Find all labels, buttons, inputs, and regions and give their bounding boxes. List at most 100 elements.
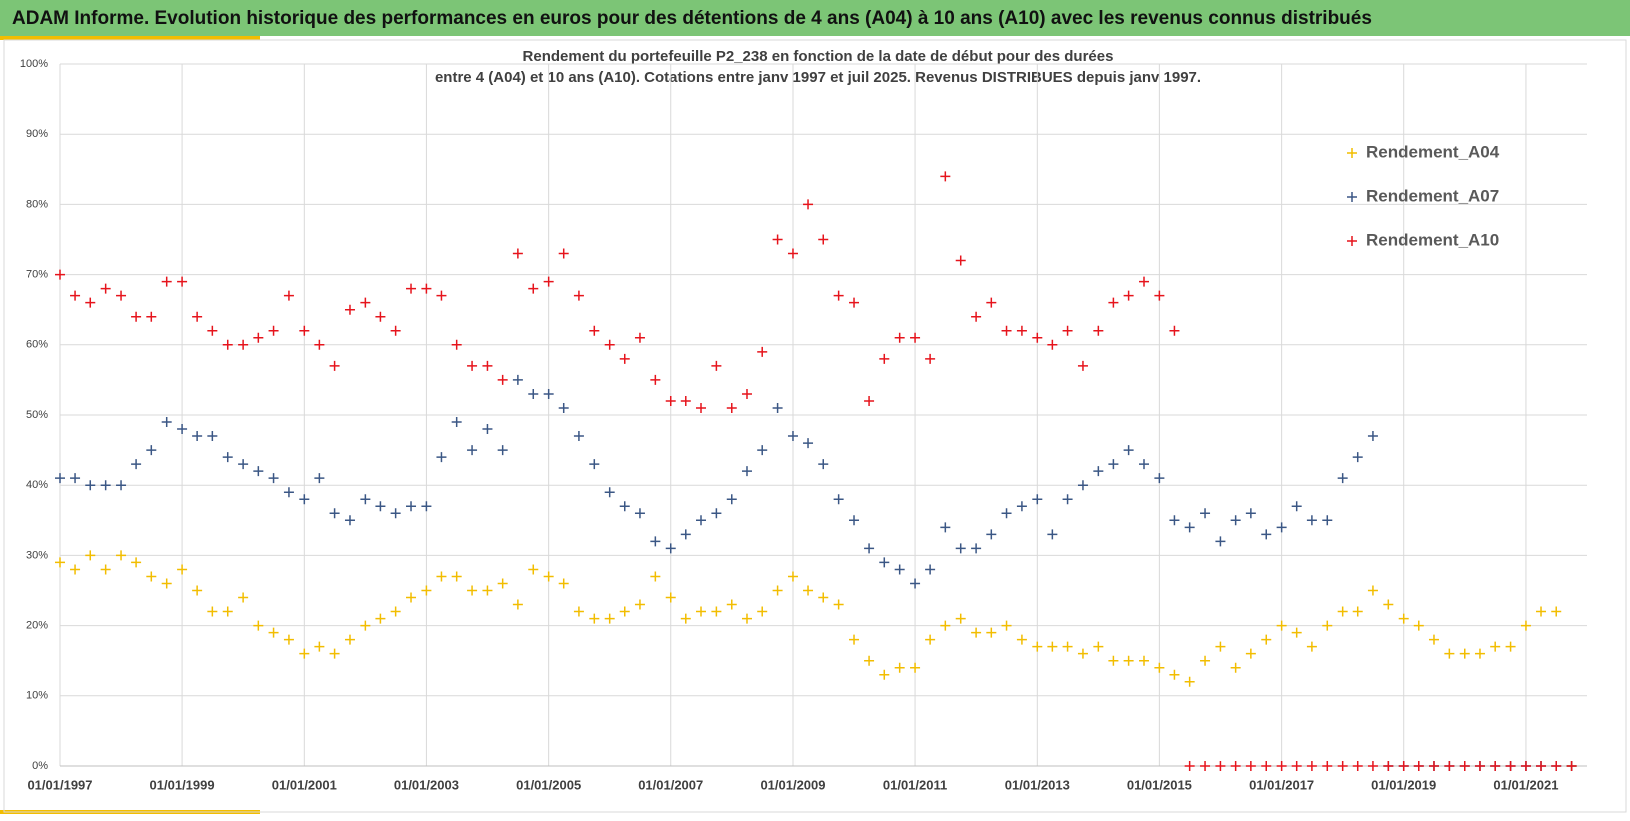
point [650,571,661,582]
point [1093,325,1104,336]
point [1016,325,1027,336]
point [238,592,249,603]
point [177,276,188,287]
point [1154,662,1165,673]
point [1001,508,1012,519]
point [619,353,630,364]
point [1139,276,1149,287]
point [268,627,279,638]
point [253,466,264,477]
point [589,325,600,336]
point [421,283,432,294]
point [1520,620,1531,631]
point [604,613,615,624]
point [55,269,65,280]
point [85,480,96,491]
point [344,634,355,645]
point [375,613,386,624]
point [116,290,127,301]
point [1001,620,1012,631]
point [940,522,951,533]
x-tick-label: 01/01/1999 [150,777,215,792]
point [1062,494,1073,505]
point [70,564,81,575]
point [436,571,447,582]
point [1123,290,1134,301]
chart-subtitle: entre 4 (A04) et 10 ans (A10). Cotations… [435,69,1201,86]
point [1200,655,1211,666]
point [1169,515,1180,526]
point [1291,501,1302,512]
point [971,311,982,322]
point [1230,515,1241,526]
point [192,311,203,322]
point [100,480,111,491]
point [1047,339,1058,350]
point [818,234,829,245]
point [1398,613,1409,624]
point [986,627,997,638]
point [1520,761,1531,771]
point [1322,761,1333,771]
point [268,473,279,484]
point [925,353,936,364]
point [1413,761,1424,771]
point [910,662,921,673]
point [131,311,142,322]
point [1108,297,1119,308]
point [696,402,707,413]
point [512,374,523,385]
point [1169,325,1180,336]
point [100,564,111,575]
point [833,599,844,610]
point [634,508,645,519]
point [85,297,96,308]
point [573,606,584,617]
point [940,620,951,631]
point [451,339,462,350]
point [528,283,539,294]
point [1352,452,1363,463]
point [1154,473,1165,484]
point [1215,761,1226,771]
point [803,438,814,449]
point [711,508,722,519]
point [1261,634,1272,645]
x-tick-label: 01/01/2003 [394,777,459,792]
point [1444,761,1455,771]
point [406,592,417,603]
point [1215,536,1226,547]
point [360,494,371,505]
point [1062,641,1073,652]
point [864,655,875,666]
point [1047,641,1058,652]
x-tick-label: 01/01/2011 [883,777,947,792]
point [100,283,111,294]
point [436,290,447,301]
y-tick-label: 70% [26,269,48,281]
point [1474,761,1485,771]
point [1123,655,1134,666]
point [390,508,401,519]
point [772,402,783,413]
point [772,234,783,245]
point [482,424,493,435]
point [1474,648,1485,659]
point [1276,761,1287,771]
point [1291,761,1302,771]
point [894,564,905,575]
point [589,613,600,624]
point [207,431,218,442]
point [604,339,615,350]
point [222,452,233,463]
point [314,473,325,484]
point [55,557,65,568]
point [1322,515,1333,526]
point [1398,761,1409,771]
x-tick-label: 01/01/2007 [638,777,703,792]
point [1322,620,1333,631]
point [344,304,355,315]
point [512,248,523,259]
point [146,311,157,322]
